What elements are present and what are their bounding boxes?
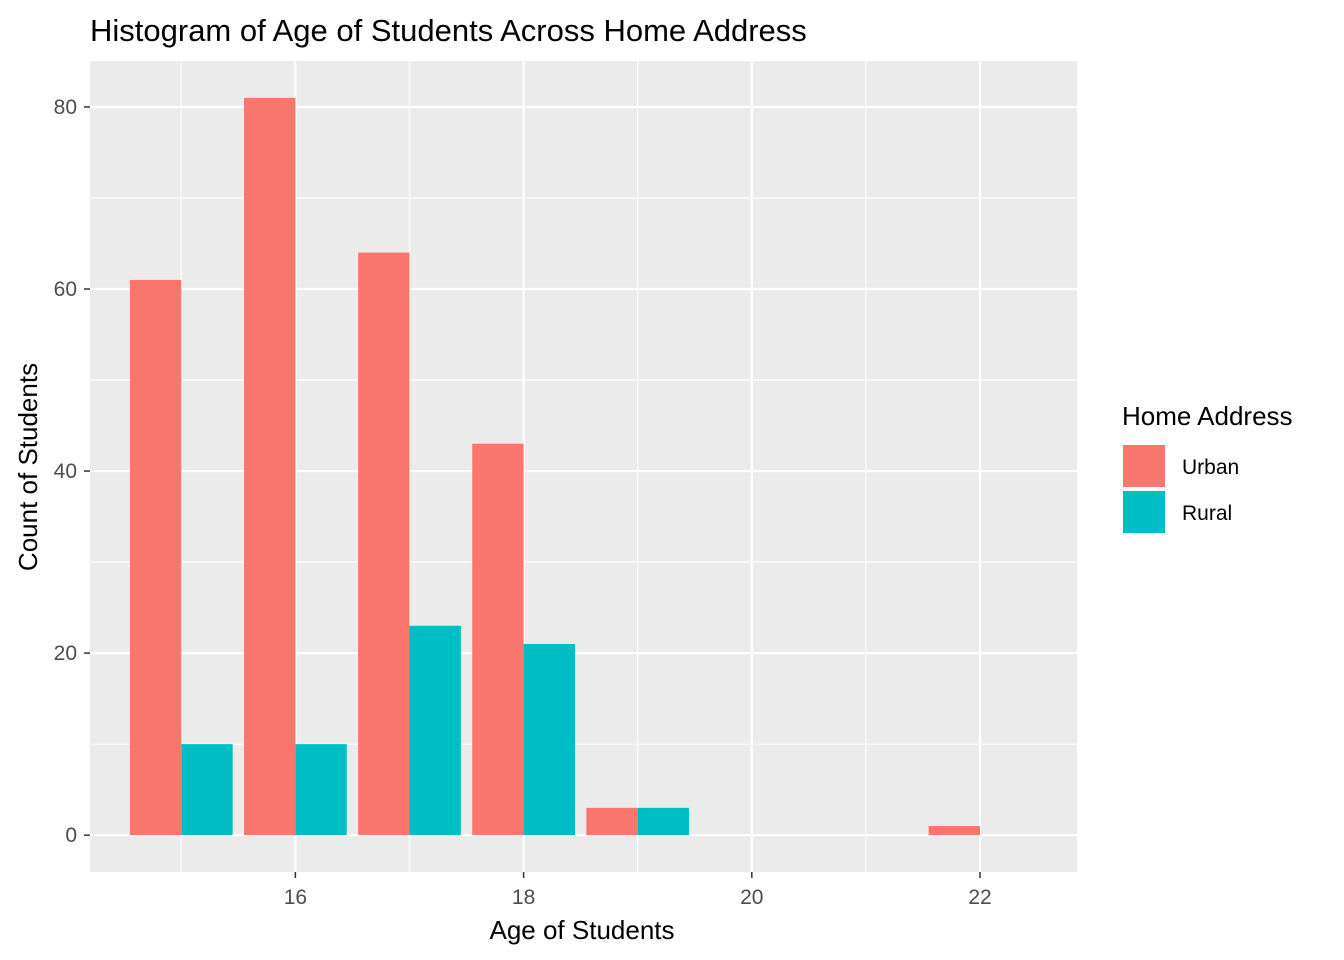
bar-urban-16 (244, 97, 296, 836)
y-tick-label: 20 (54, 642, 77, 665)
y-tick-label: 60 (54, 278, 77, 301)
y-tick-label: 0 (65, 824, 77, 847)
bar-rural-15 (181, 744, 233, 836)
bars-group (129, 97, 981, 836)
chart-title: Histogram of Age of Students Across Home… (90, 13, 807, 48)
bar-urban-19 (586, 807, 638, 836)
y-tick-label: 80 (54, 96, 77, 119)
legend-label-rural: Rural (1182, 502, 1232, 525)
y-tick-labels: 0 20 40 60 80 (54, 96, 77, 847)
x-tick-labels: 16 18 20 22 (284, 886, 992, 909)
bar-rural-17 (409, 625, 461, 836)
bar-rural-18 (523, 643, 575, 836)
axis-ticks (84, 106, 981, 878)
bar-urban-18 (472, 443, 524, 836)
plot-panel (90, 61, 1077, 872)
legend-items: Urban Rural (1121, 443, 1239, 535)
legend-label-urban: Urban (1182, 456, 1239, 479)
x-tick-label: 20 (740, 886, 763, 909)
bar-urban-17 (358, 252, 410, 836)
y-axis-title: Count of Students (13, 363, 43, 571)
bar-urban-15 (129, 279, 182, 836)
legend-title: Home Address (1122, 401, 1293, 431)
x-tick-label: 22 (968, 886, 991, 909)
bar-rural-19 (637, 807, 690, 836)
legend-swatch-rural (1121, 489, 1167, 535)
x-tick-label: 16 (284, 886, 307, 909)
x-tick-label: 18 (512, 886, 535, 909)
y-tick-label: 40 (54, 460, 77, 483)
x-axis-title: Age of Students (489, 915, 674, 945)
legend-swatch-urban (1121, 443, 1167, 489)
legend: Home Address Urban Rural (1121, 401, 1293, 535)
bar-urban-22 (928, 826, 981, 836)
bar-rural-16 (295, 744, 347, 836)
